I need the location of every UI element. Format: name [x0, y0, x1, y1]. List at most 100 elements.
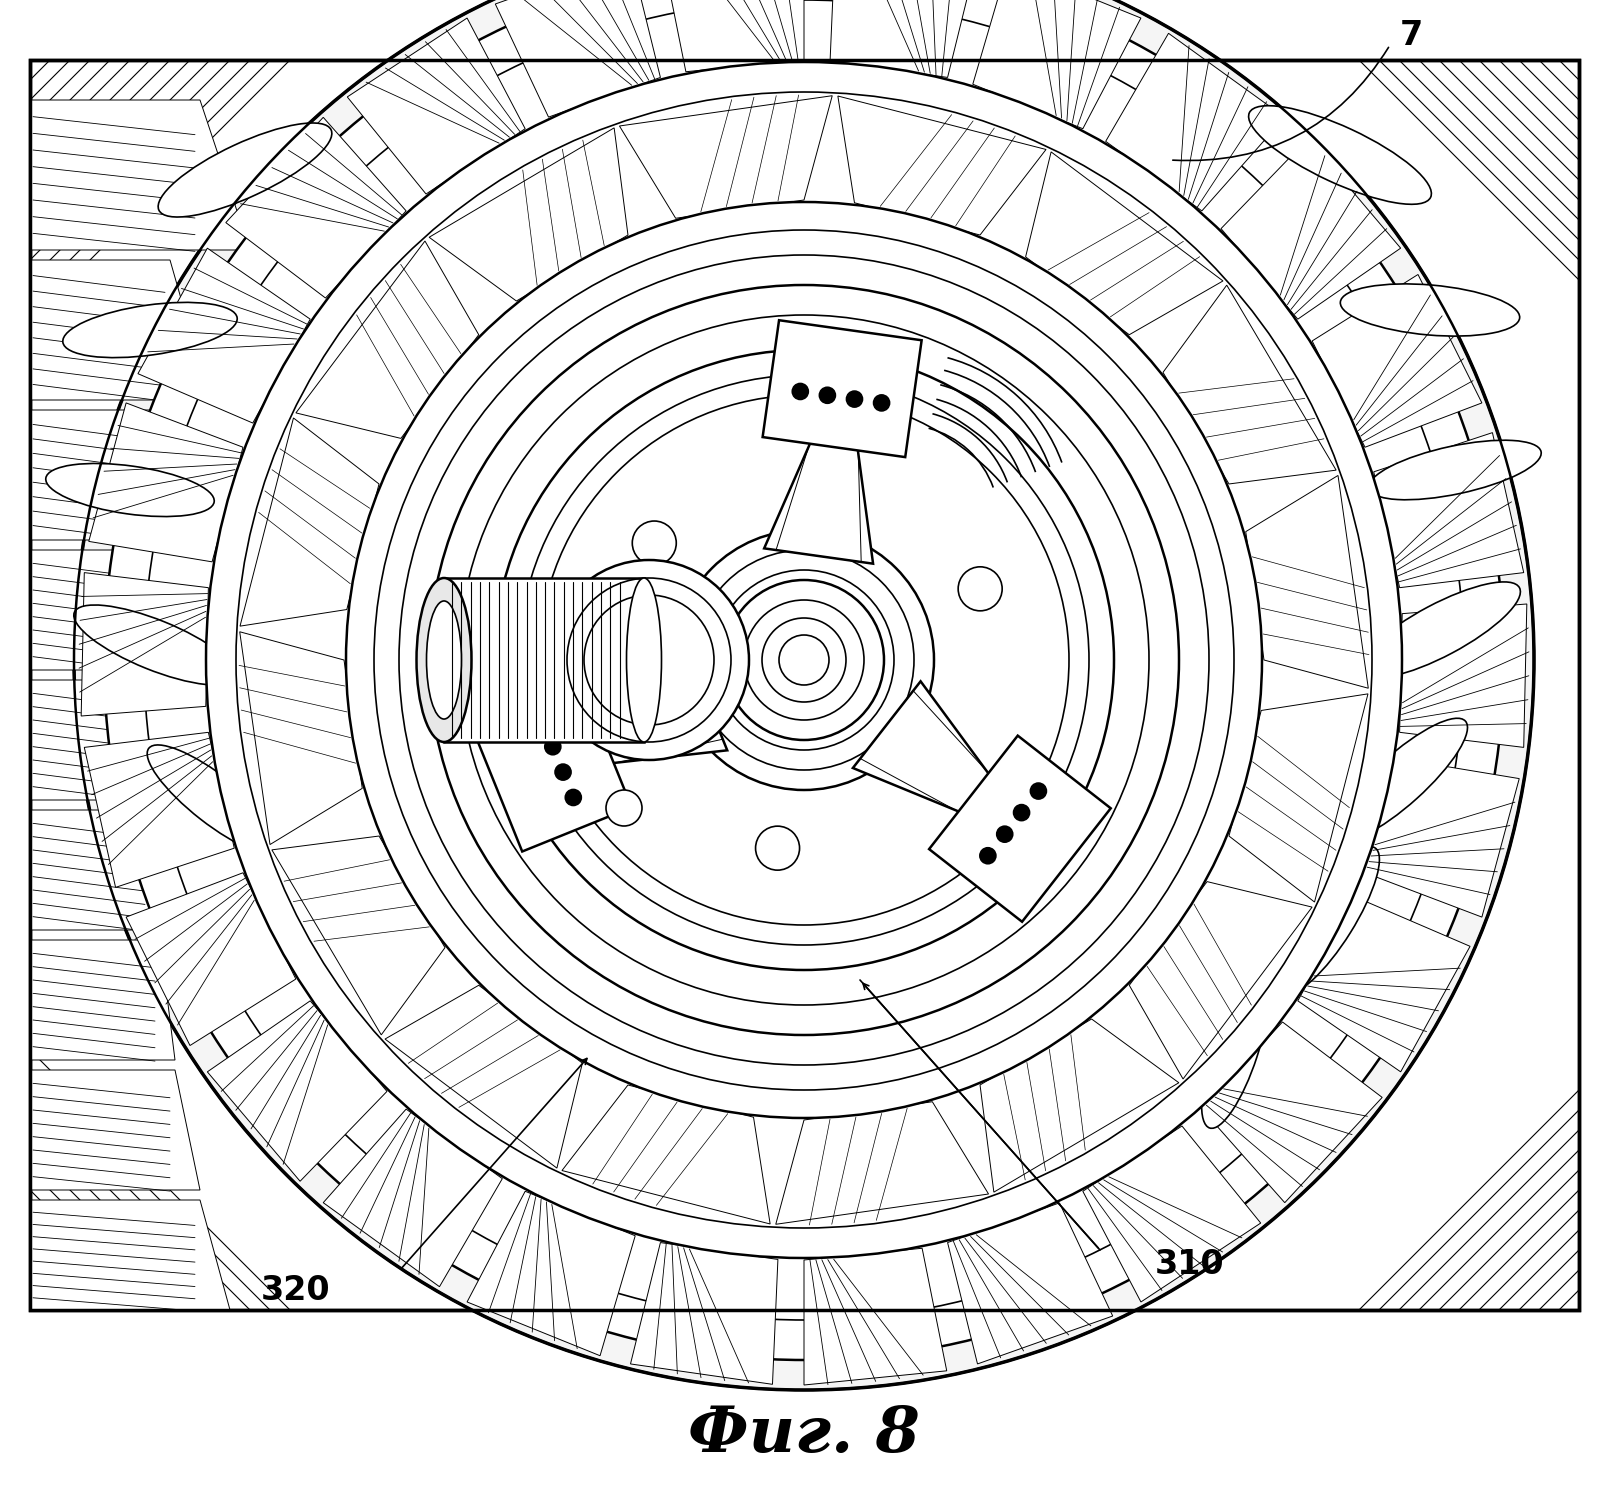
Ellipse shape: [45, 464, 214, 516]
Circle shape: [520, 375, 1089, 945]
Polygon shape: [240, 417, 380, 627]
Polygon shape: [31, 1070, 200, 1189]
Circle shape: [792, 383, 808, 399]
Polygon shape: [323, 1109, 502, 1287]
Circle shape: [996, 826, 1012, 842]
Polygon shape: [830, 0, 978, 78]
Circle shape: [819, 387, 835, 404]
Ellipse shape: [417, 577, 471, 742]
Bar: [31, 60, 1578, 1310]
Polygon shape: [84, 733, 235, 887]
Bar: [444, 577, 644, 742]
Ellipse shape: [1202, 972, 1268, 1128]
Polygon shape: [88, 402, 243, 562]
Circle shape: [549, 560, 750, 760]
Circle shape: [74, 0, 1533, 1390]
Polygon shape: [973, 0, 1141, 129]
Polygon shape: [1313, 274, 1482, 447]
Polygon shape: [31, 260, 211, 399]
Polygon shape: [619, 96, 832, 218]
Circle shape: [237, 91, 1372, 1228]
Circle shape: [430, 286, 1179, 1035]
Polygon shape: [296, 241, 479, 438]
Text: 310: 310: [1155, 1249, 1224, 1282]
Ellipse shape: [1332, 718, 1467, 842]
Polygon shape: [272, 836, 446, 1035]
Polygon shape: [1130, 881, 1311, 1079]
Polygon shape: [1163, 286, 1335, 485]
Circle shape: [555, 764, 571, 779]
Polygon shape: [31, 1200, 230, 1310]
Circle shape: [105, 0, 1504, 1360]
Circle shape: [632, 521, 676, 565]
Polygon shape: [1364, 758, 1519, 917]
Circle shape: [545, 739, 562, 755]
Circle shape: [846, 390, 862, 407]
Polygon shape: [1202, 1022, 1382, 1203]
Circle shape: [143, 0, 1464, 1319]
Polygon shape: [1229, 694, 1368, 902]
Circle shape: [607, 790, 642, 826]
Ellipse shape: [1340, 284, 1519, 337]
Ellipse shape: [158, 123, 331, 217]
Polygon shape: [804, 1248, 946, 1385]
Polygon shape: [126, 872, 296, 1046]
Circle shape: [674, 530, 933, 790]
Polygon shape: [1400, 604, 1527, 748]
Circle shape: [534, 714, 550, 730]
Polygon shape: [385, 986, 582, 1168]
Polygon shape: [138, 248, 311, 423]
Ellipse shape: [146, 745, 283, 856]
Ellipse shape: [409, 989, 471, 1131]
Circle shape: [779, 634, 829, 685]
Polygon shape: [776, 1101, 988, 1224]
Polygon shape: [31, 551, 171, 670]
Polygon shape: [1245, 476, 1368, 688]
Polygon shape: [562, 1085, 771, 1224]
Bar: [31, 60, 1578, 1310]
Polygon shape: [1221, 139, 1401, 319]
Ellipse shape: [1249, 106, 1432, 205]
Polygon shape: [582, 648, 727, 764]
Polygon shape: [240, 631, 362, 845]
Polygon shape: [468, 673, 632, 851]
Ellipse shape: [626, 577, 661, 742]
Polygon shape: [496, 0, 660, 117]
Polygon shape: [764, 429, 874, 564]
Text: Фиг. 8: Фиг. 8: [689, 1405, 920, 1466]
Ellipse shape: [1360, 582, 1521, 678]
Polygon shape: [31, 100, 249, 250]
Text: 320: 320: [261, 1273, 330, 1306]
Circle shape: [1030, 782, 1046, 799]
Circle shape: [494, 350, 1113, 969]
Circle shape: [206, 61, 1401, 1258]
Ellipse shape: [63, 302, 237, 358]
Ellipse shape: [1369, 440, 1541, 500]
Polygon shape: [928, 736, 1110, 922]
Ellipse shape: [261, 874, 359, 1007]
Text: 7: 7: [1400, 18, 1424, 51]
Polygon shape: [430, 127, 628, 301]
Polygon shape: [980, 1019, 1179, 1192]
Polygon shape: [31, 939, 175, 1061]
Ellipse shape: [74, 604, 237, 685]
Polygon shape: [631, 1243, 777, 1384]
Polygon shape: [853, 681, 998, 817]
Polygon shape: [31, 809, 166, 931]
Circle shape: [756, 826, 800, 871]
Circle shape: [874, 395, 890, 411]
Polygon shape: [31, 410, 185, 540]
Polygon shape: [467, 1191, 636, 1355]
Circle shape: [1014, 805, 1030, 821]
Polygon shape: [763, 320, 922, 458]
Polygon shape: [661, 0, 804, 72]
Polygon shape: [225, 117, 405, 298]
Polygon shape: [1298, 898, 1471, 1071]
Polygon shape: [1025, 153, 1223, 335]
Polygon shape: [80, 573, 209, 717]
Polygon shape: [1374, 432, 1524, 588]
Polygon shape: [1083, 1126, 1261, 1302]
Polygon shape: [31, 681, 166, 800]
Circle shape: [980, 848, 996, 863]
Polygon shape: [348, 18, 525, 194]
